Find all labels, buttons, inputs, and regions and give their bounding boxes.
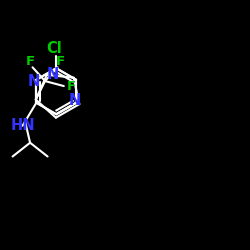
- Text: F: F: [67, 80, 76, 92]
- Text: N: N: [69, 93, 81, 108]
- Text: Cl: Cl: [46, 41, 62, 56]
- Text: F: F: [26, 54, 35, 68]
- Text: F: F: [56, 54, 64, 68]
- Text: HN: HN: [10, 118, 35, 133]
- Text: N: N: [28, 74, 40, 88]
- Text: N: N: [47, 67, 59, 82]
